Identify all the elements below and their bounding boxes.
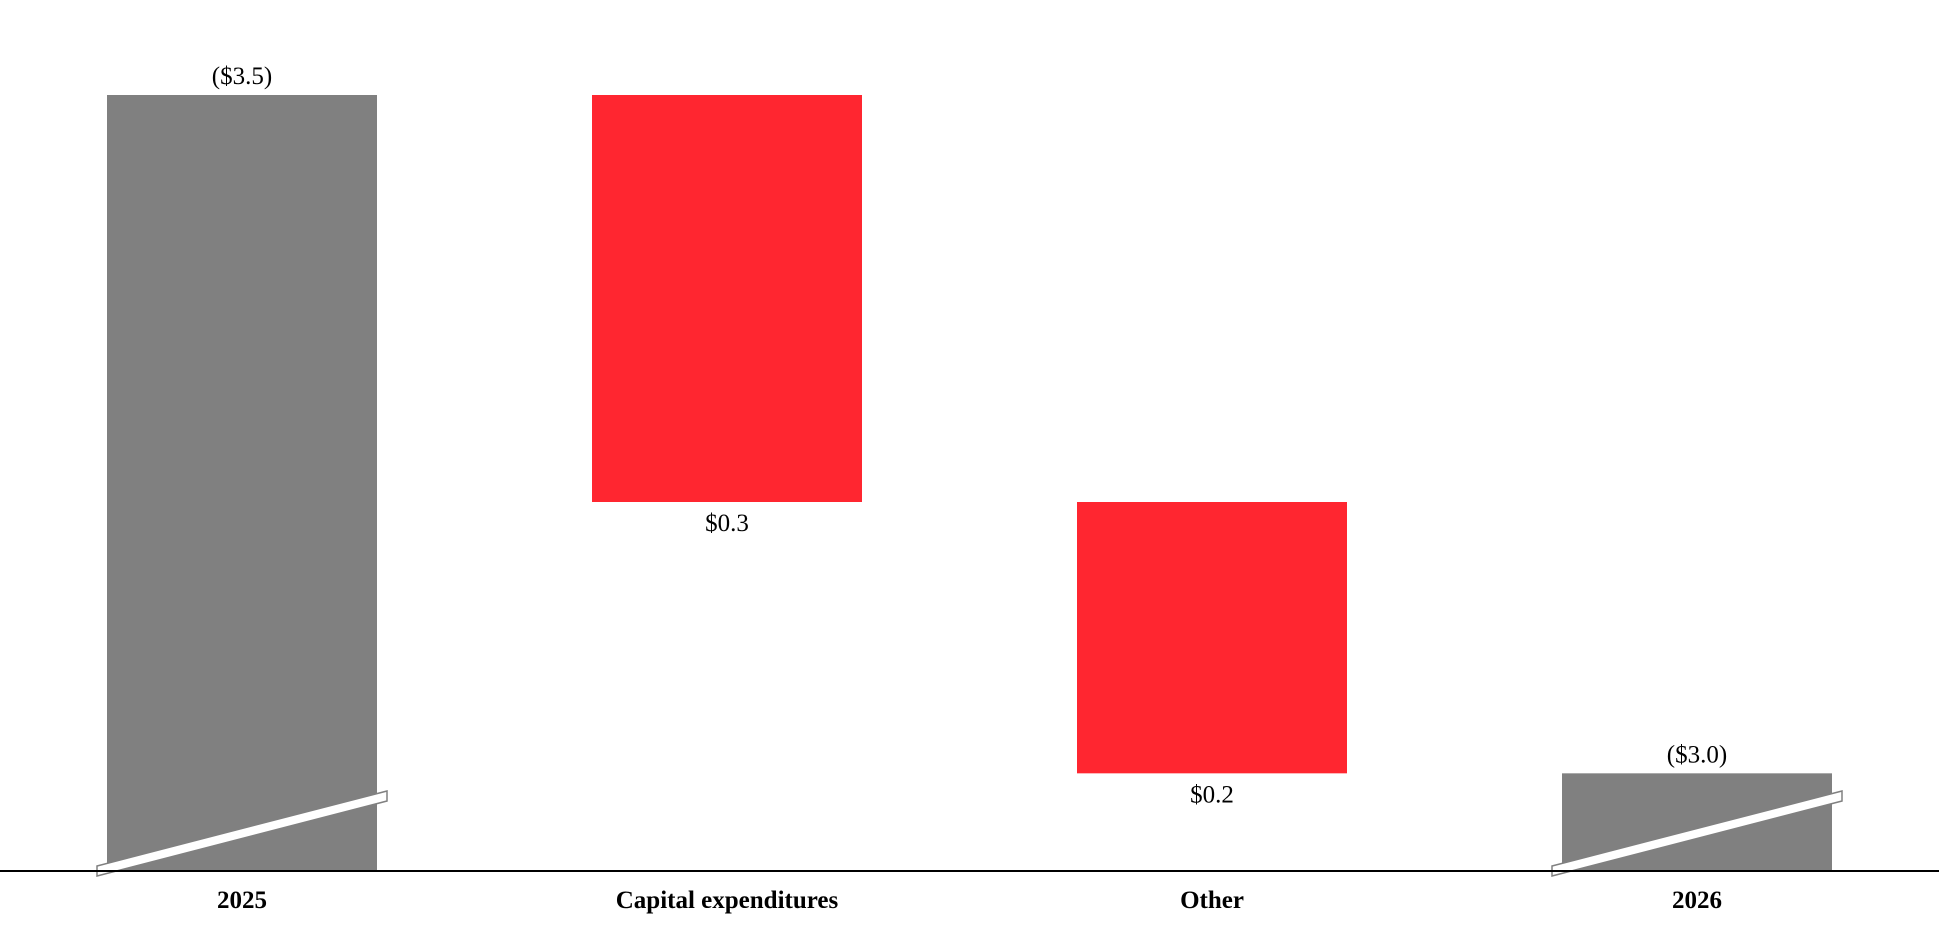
bar-2025 bbox=[107, 95, 377, 871]
value-label-other: $0.2 bbox=[1190, 781, 1234, 808]
category-label-2025: 2025 bbox=[217, 887, 267, 914]
bar-capital-expenditures bbox=[592, 95, 862, 502]
axis-break-2026 bbox=[1551, 790, 1843, 877]
value-label-capital-expenditures: $0.3 bbox=[705, 510, 749, 537]
bars-layer bbox=[107, 95, 1832, 871]
value-labels-layer: ($3.5) $0.3 $0.2 ($3.0) bbox=[212, 63, 1727, 808]
category-label-other: Other bbox=[1180, 887, 1244, 914]
axis-breaks-layer bbox=[96, 790, 1843, 877]
value-label-2026: ($3.0) bbox=[1667, 741, 1727, 768]
category-label-capital-expenditures: Capital expenditures bbox=[616, 887, 839, 914]
axis-break-2025 bbox=[96, 790, 388, 877]
category-label-2026: 2026 bbox=[1672, 887, 1722, 914]
category-labels-layer: 2025 Capital expenditures Other 2026 bbox=[217, 887, 1722, 914]
bar-other bbox=[1077, 502, 1347, 774]
value-label-2025: ($3.5) bbox=[212, 63, 272, 90]
